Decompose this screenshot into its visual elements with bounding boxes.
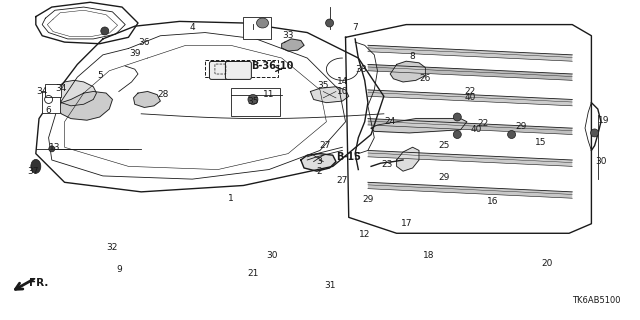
Circle shape [100, 27, 109, 35]
Polygon shape [282, 39, 304, 51]
Polygon shape [368, 45, 572, 61]
Text: 16: 16 [486, 197, 498, 206]
Polygon shape [58, 92, 113, 120]
Text: 22: 22 [465, 87, 476, 96]
Polygon shape [301, 154, 336, 171]
Ellipse shape [31, 159, 41, 173]
Text: 40: 40 [471, 125, 482, 134]
Text: 25: 25 [439, 141, 450, 150]
Text: 8: 8 [410, 52, 415, 61]
Circle shape [248, 94, 258, 104]
Bar [243, 17, 271, 38]
Text: 23: 23 [381, 160, 393, 169]
Circle shape [49, 146, 55, 152]
Text: 36: 36 [139, 38, 150, 47]
Text: 6: 6 [45, 106, 51, 115]
Text: FR.: FR. [29, 278, 49, 288]
Text: 19: 19 [598, 116, 610, 125]
Text: 29: 29 [439, 173, 450, 182]
Text: 29: 29 [515, 122, 527, 131]
Polygon shape [371, 119, 467, 133]
Text: 33: 33 [282, 31, 294, 40]
Text: 27: 27 [337, 176, 348, 185]
Text: 27: 27 [319, 141, 331, 150]
Text: 37: 37 [27, 167, 38, 176]
Text: 30: 30 [266, 251, 278, 260]
Circle shape [453, 113, 461, 121]
Text: 10: 10 [337, 87, 348, 96]
Text: 26: 26 [420, 74, 431, 83]
Polygon shape [368, 119, 572, 134]
Text: 35: 35 [317, 81, 329, 90]
Text: 18: 18 [423, 251, 435, 260]
Bar [42, 92, 60, 113]
Text: 32: 32 [107, 243, 118, 252]
Circle shape [508, 131, 516, 139]
Text: 11: 11 [263, 90, 275, 99]
Text: 17: 17 [401, 219, 412, 228]
Bar [45, 84, 61, 98]
Text: 20: 20 [541, 259, 552, 268]
Text: 21: 21 [247, 268, 259, 278]
Polygon shape [390, 61, 426, 82]
Text: 28: 28 [158, 90, 169, 99]
Text: 30: 30 [595, 157, 607, 166]
Text: B-36-10: B-36-10 [251, 61, 293, 71]
Text: 2: 2 [316, 167, 321, 176]
Circle shape [591, 129, 598, 137]
Polygon shape [134, 92, 161, 108]
Text: 31: 31 [324, 281, 335, 290]
Text: 35: 35 [247, 97, 259, 106]
Text: 39: 39 [129, 49, 141, 58]
Text: 12: 12 [359, 230, 371, 239]
Text: 13: 13 [49, 143, 61, 152]
Bar [205, 60, 278, 77]
Text: B-15: B-15 [336, 152, 361, 162]
Polygon shape [58, 80, 97, 106]
Polygon shape [310, 87, 349, 103]
FancyBboxPatch shape [209, 61, 232, 79]
Polygon shape [368, 90, 572, 106]
Text: 7: 7 [352, 23, 358, 32]
Text: 24: 24 [385, 117, 396, 126]
Text: 22: 22 [477, 119, 488, 128]
Polygon shape [368, 182, 572, 198]
Bar [230, 88, 280, 116]
Text: 34: 34 [56, 84, 67, 93]
FancyBboxPatch shape [225, 61, 252, 79]
Text: 1: 1 [228, 194, 234, 203]
Ellipse shape [257, 18, 269, 28]
Text: 9: 9 [116, 265, 122, 275]
Circle shape [453, 131, 461, 139]
Polygon shape [368, 150, 572, 166]
Text: 15: 15 [534, 138, 546, 147]
Text: 34: 34 [36, 87, 48, 96]
Text: TK6AB5100: TK6AB5100 [572, 296, 620, 305]
Text: 40: 40 [465, 93, 476, 102]
Text: 29: 29 [362, 195, 374, 204]
Polygon shape [368, 64, 572, 80]
Circle shape [326, 19, 333, 27]
Text: 5: 5 [97, 71, 102, 80]
Text: 14: 14 [337, 77, 348, 86]
Text: 4: 4 [189, 23, 195, 32]
Text: 3: 3 [316, 157, 321, 166]
Text: 38: 38 [356, 65, 367, 74]
Polygon shape [397, 147, 419, 171]
